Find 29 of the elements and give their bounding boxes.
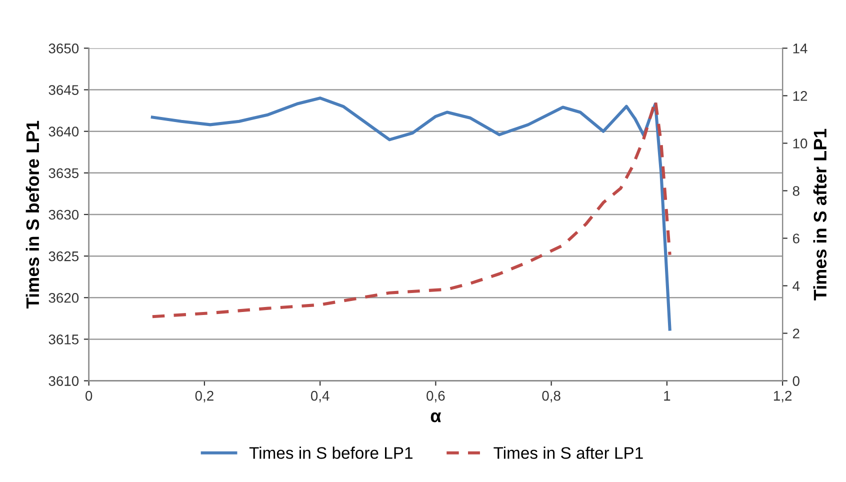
y2-tick-label: 6 bbox=[792, 234, 800, 244]
legend-label: Times in S after LP1 bbox=[494, 446, 643, 459]
y-tick-label: 3610 bbox=[48, 376, 79, 386]
legend-label: Times in S before LP1 bbox=[249, 446, 412, 459]
y-tick-label: 3645 bbox=[48, 85, 79, 95]
y2-tick-label: 2 bbox=[792, 328, 800, 338]
x-tick-label: 0,2 bbox=[195, 390, 214, 402]
y-tick-label: 3625 bbox=[48, 251, 79, 262]
x-tick-label: 0,4 bbox=[310, 390, 330, 402]
y2-tick-label: 10 bbox=[793, 138, 808, 148]
y-tick-label: 3615 bbox=[48, 334, 79, 344]
y-tick-label: 3620 bbox=[48, 292, 79, 303]
y-tick-label: 3635 bbox=[48, 168, 79, 178]
x-tick-label: 0 bbox=[86, 390, 92, 401]
y-tick-label: 3640 bbox=[48, 126, 79, 137]
y2-tick-label: 14 bbox=[793, 44, 808, 54]
y-tick-label: 3650 bbox=[48, 44, 79, 54]
x-tick-label: 1,2 bbox=[774, 390, 792, 402]
x-axis-title: α bbox=[430, 412, 442, 422]
y2-axis-title: Times in S after LP1 bbox=[813, 128, 827, 300]
x-tick-label: 1 bbox=[664, 391, 670, 401]
y2-tick-label: 4 bbox=[792, 281, 800, 291]
y2-tick-label: 8 bbox=[792, 186, 800, 196]
y2-tick-label: 12 bbox=[793, 91, 808, 101]
y-tick-label: 3630 bbox=[48, 210, 79, 220]
x-tick-label: 0,8 bbox=[542, 390, 560, 402]
y2-tick-label: 0 bbox=[792, 376, 800, 386]
y-axis-title: Times in S before LP1 bbox=[26, 120, 40, 308]
x-tick-label: 0,6 bbox=[426, 390, 445, 402]
